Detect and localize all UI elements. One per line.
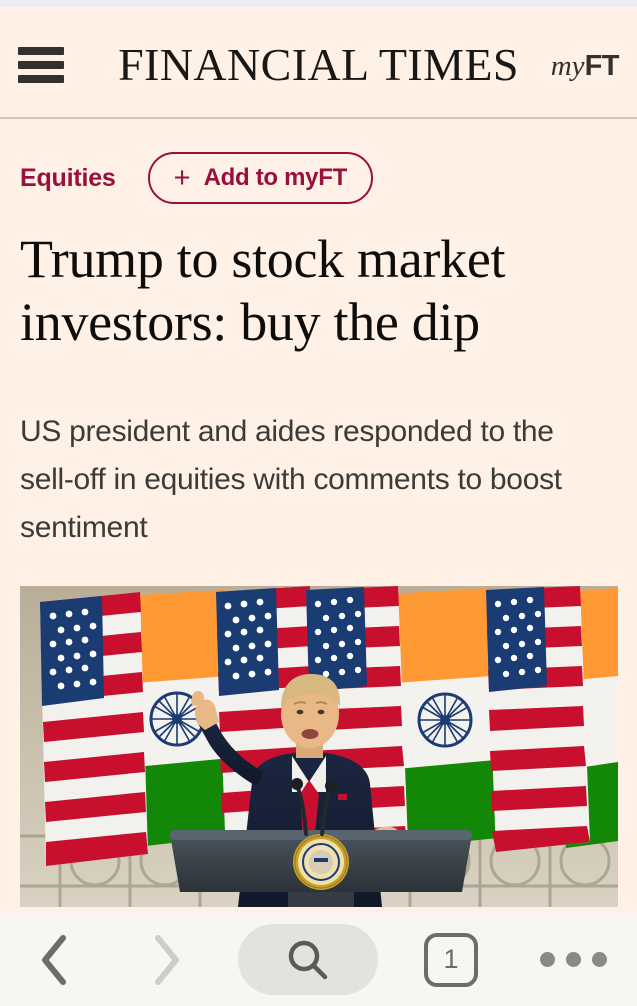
- article-image: [20, 586, 618, 907]
- more-dot-3: [592, 952, 607, 967]
- search-button[interactable]: [224, 913, 392, 1006]
- tab-count-value: 1: [443, 944, 459, 974]
- add-to-myft-label: Add to myFT: [203, 164, 348, 191]
- myft-logo[interactable]: myFT: [550, 49, 620, 88]
- hamburger-bar-3: [18, 75, 64, 83]
- hamburger-bar-2: [18, 61, 64, 69]
- search-pill[interactable]: [238, 924, 378, 995]
- topic-row: Equities + Add to myFT: [20, 148, 620, 208]
- back-button[interactable]: [0, 913, 108, 1006]
- article-image-graphic: [20, 586, 618, 907]
- os-status-strip: [0, 0, 637, 7]
- more-horizontal-icon[interactable]: [540, 952, 607, 967]
- myft-ft-text: FT: [584, 50, 620, 82]
- search-icon: [288, 940, 328, 979]
- forward-button[interactable]: [108, 913, 224, 1006]
- tab-count-badge[interactable]: 1: [424, 932, 478, 987]
- site-masthead: FINANCIAL TIMES myFT: [0, 7, 637, 119]
- article-headline[interactable]: Trump to stock market investors: buy the…: [20, 229, 506, 352]
- tab-switcher-button[interactable]: 1: [392, 913, 510, 1006]
- myft-my-text: my: [550, 50, 585, 82]
- chevron-right-icon: [155, 934, 179, 985]
- browser-toolbar: 1: [0, 913, 637, 1006]
- article-standfirst: US president and aides responded to the …: [20, 415, 562, 544]
- plus-icon: +: [173, 162, 191, 194]
- hamburger-menu-icon[interactable]: [18, 47, 64, 83]
- more-options-button[interactable]: [510, 913, 637, 1006]
- more-dot-2: [566, 952, 581, 967]
- add-to-myft-button[interactable]: + Add to myFT: [147, 152, 373, 204]
- hamburger-bar-1: [18, 47, 64, 55]
- more-dot-1: [540, 952, 555, 967]
- chevron-left-icon: [42, 934, 66, 985]
- topic-tag-equities[interactable]: Equities: [20, 163, 116, 192]
- ft-logo-title[interactable]: FINANCIAL TIMES: [118, 39, 519, 90]
